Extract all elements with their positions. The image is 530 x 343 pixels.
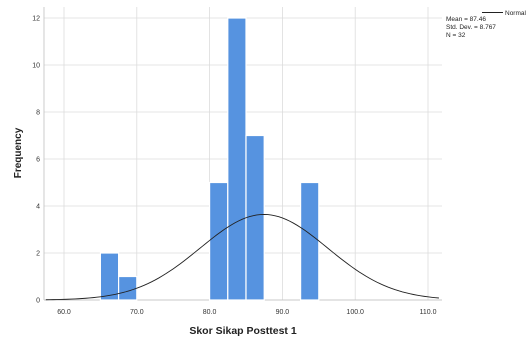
stats-box: Mean = 87.46 Std. Dev. = 8.767 N = 32	[446, 16, 496, 39]
legend: Normal	[482, 10, 527, 17]
histogram-bar-6	[209, 181, 229, 301]
legend-normal-label: Normal	[505, 10, 527, 17]
x-tick-label-2: 80.0	[203, 309, 217, 316]
normal-curve	[45, 213, 439, 301]
histogram-bar-7	[227, 17, 247, 301]
x-axis-ticks: 60.0 70.0 80.0 90.0 100.0 110.0	[57, 309, 436, 316]
x-tick-label-0: 60.0	[57, 309, 71, 316]
x-tick-label-5: 110.0	[420, 309, 437, 316]
y-tick-label-5: 10	[32, 63, 40, 70]
histogram-bar-0	[99, 252, 120, 301]
y-tick-label-4: 8	[36, 110, 40, 117]
stat-n: N = 32	[446, 32, 466, 39]
histogram-bars	[99, 17, 320, 301]
y-tick-label-2: 4	[36, 204, 40, 211]
x-tick-label-1: 70.0	[130, 309, 144, 316]
histogram-bar-1	[117, 275, 138, 301]
histogram-bar-11	[300, 181, 320, 301]
x-axis-title: Skor Sikap Posttest 1	[189, 325, 297, 337]
y-tick-label-3: 6	[36, 157, 40, 164]
stat-mean: Mean = 87.46	[446, 16, 486, 23]
x-tick-label-3: 90.0	[276, 309, 290, 316]
y-tick-label-6: 12	[32, 16, 40, 23]
stat-std-dev: Std. Dev. = 8.767	[446, 24, 496, 31]
histogram-bar-8	[245, 134, 265, 301]
y-tick-label-1: 2	[36, 251, 40, 258]
y-axis-ticks: 0 2 4 6 8 10 12	[32, 16, 40, 305]
y-tick-label-0: 0	[36, 298, 40, 305]
x-tick-label-4: 100.0	[346, 309, 364, 316]
y-axis-title: Frequency	[13, 127, 24, 178]
